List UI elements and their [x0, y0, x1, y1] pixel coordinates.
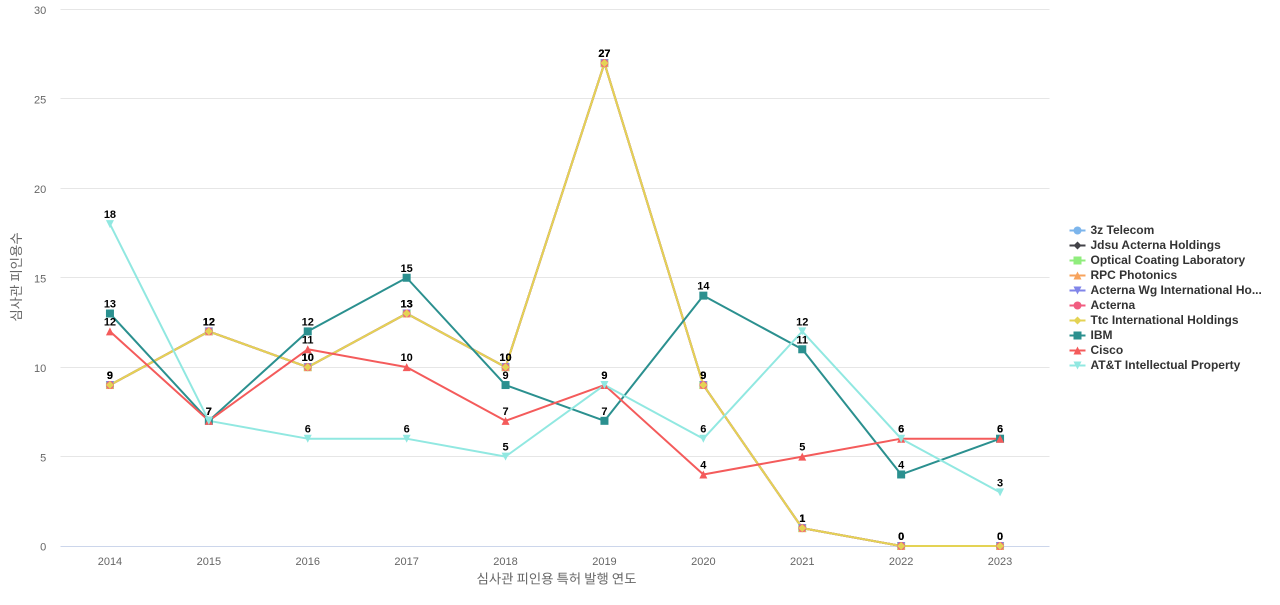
svg-text:18: 18: [104, 209, 116, 221]
svg-text:Jdsu Acterna Holdings: Jdsu Acterna Holdings: [1091, 238, 1222, 252]
svg-text:10: 10: [499, 352, 511, 364]
svg-text:20: 20: [34, 184, 46, 196]
svg-text:10: 10: [302, 352, 314, 364]
svg-text:12: 12: [796, 316, 808, 328]
svg-text:5: 5: [40, 452, 46, 464]
svg-text:4: 4: [898, 459, 905, 471]
svg-text:27: 27: [598, 48, 610, 60]
svg-text:11: 11: [302, 334, 314, 346]
svg-text:7: 7: [206, 406, 212, 418]
svg-text:10: 10: [401, 352, 413, 364]
svg-text:9: 9: [601, 370, 607, 382]
svg-text:10: 10: [499, 352, 511, 364]
svg-text:9: 9: [107, 370, 113, 382]
svg-text:2015: 2015: [197, 556, 221, 568]
svg-text:5: 5: [502, 442, 508, 454]
svg-text:15: 15: [34, 274, 46, 286]
svg-text:6: 6: [305, 424, 311, 436]
svg-text:0: 0: [997, 531, 1003, 543]
svg-text:7: 7: [206, 406, 212, 418]
svg-text:6: 6: [997, 424, 1003, 436]
svg-text:12: 12: [302, 316, 314, 328]
svg-text:1: 1: [799, 513, 805, 525]
svg-text:13: 13: [104, 299, 116, 311]
svg-text:10: 10: [499, 352, 511, 364]
svg-text:RPC Photonics: RPC Photonics: [1091, 268, 1178, 282]
svg-text:7: 7: [502, 406, 508, 418]
svg-text:12: 12: [203, 316, 215, 328]
svg-text:6: 6: [404, 424, 410, 436]
svg-text:12: 12: [104, 316, 116, 328]
svg-text:14: 14: [697, 281, 710, 293]
svg-text:2014: 2014: [98, 556, 122, 568]
svg-text:10: 10: [34, 363, 46, 375]
svg-text:2019: 2019: [592, 556, 616, 568]
svg-text:6: 6: [898, 424, 904, 436]
svg-text:27: 27: [598, 48, 610, 60]
svg-text:9: 9: [107, 370, 113, 382]
svg-text:25: 25: [34, 95, 46, 107]
svg-text:Acterna: Acterna: [1091, 298, 1136, 312]
svg-text:0: 0: [997, 531, 1003, 543]
svg-text:Acterna Wg International Ho...: Acterna Wg International Ho...: [1091, 283, 1262, 297]
svg-text:2018: 2018: [493, 556, 517, 568]
svg-text:1: 1: [799, 513, 805, 525]
svg-text:12: 12: [203, 316, 215, 328]
svg-text:3z Telecom: 3z Telecom: [1091, 223, 1155, 237]
svg-text:2016: 2016: [296, 556, 320, 568]
svg-text:6: 6: [700, 424, 706, 436]
svg-text:2022: 2022: [889, 556, 913, 568]
svg-text:Cisco: Cisco: [1091, 343, 1124, 357]
svg-text:13: 13: [401, 299, 413, 311]
svg-text:AT&T Intellectual Property: AT&T Intellectual Property: [1091, 358, 1241, 372]
svg-text:3: 3: [997, 477, 1003, 489]
svg-text:0: 0: [997, 531, 1003, 543]
svg-text:9: 9: [700, 370, 706, 382]
svg-text:6: 6: [898, 424, 904, 436]
svg-text:9: 9: [107, 370, 113, 382]
svg-text:9: 9: [700, 370, 706, 382]
svg-text:9: 9: [601, 370, 607, 382]
svg-text:2021: 2021: [790, 556, 814, 568]
svg-text:7: 7: [206, 406, 212, 418]
svg-text:30: 30: [34, 5, 46, 17]
svg-text:11: 11: [796, 334, 808, 346]
svg-text:0: 0: [898, 531, 904, 543]
svg-text:2017: 2017: [394, 556, 418, 568]
svg-text:0: 0: [898, 531, 904, 543]
svg-text:27: 27: [598, 48, 610, 60]
svg-text:10: 10: [302, 352, 314, 364]
svg-text:15: 15: [401, 263, 413, 275]
svg-text:13: 13: [401, 299, 413, 311]
svg-text:9: 9: [502, 370, 508, 382]
svg-text:10: 10: [302, 352, 314, 364]
svg-text:0: 0: [40, 542, 46, 554]
svg-text:IBM: IBM: [1091, 328, 1113, 342]
svg-text:12: 12: [203, 316, 215, 328]
svg-text:1: 1: [799, 513, 805, 525]
svg-text:Ttc International Holdings: Ttc International Holdings: [1091, 313, 1239, 327]
svg-text:2023: 2023: [988, 556, 1012, 568]
svg-text:0: 0: [898, 531, 904, 543]
svg-text:4: 4: [700, 459, 707, 471]
svg-text:5: 5: [799, 442, 805, 454]
svg-text:7: 7: [601, 406, 607, 418]
svg-text:6: 6: [997, 424, 1003, 436]
svg-text:Optical Coating Laboratory: Optical Coating Laboratory: [1091, 253, 1246, 267]
svg-text:9: 9: [700, 370, 706, 382]
svg-text:2020: 2020: [691, 556, 715, 568]
svg-text:13: 13: [401, 299, 413, 311]
